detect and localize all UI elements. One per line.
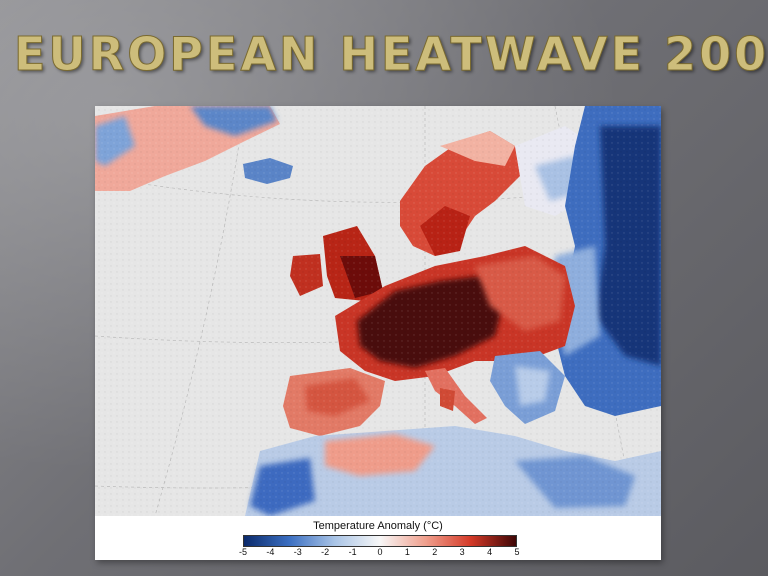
scale-tick-label: 5 [514,547,520,557]
slide-title: EUROPEAN HEATWAVE 2003 [14,27,768,82]
scale-tick-label: 4 [487,547,493,557]
map-image [95,106,661,516]
color-scale-bar [243,535,517,547]
color-scale-ticks: -5 -4 -3 -2 -1 0 1 2 3 4 5 [239,547,520,559]
scale-tick-label: -3 [293,547,302,557]
scale-tick-label: -4 [266,547,275,557]
scale-tick-label: 3 [459,547,465,557]
texture-overlay [95,106,661,516]
scale-tick-label: 0 [377,547,383,557]
legend: Temperature Anomaly (°C) -5 -4 -3 -2 -1 0 1 2 3 4… [95,516,661,560]
scale-tick-label: 1 [404,547,410,557]
scale-tick-label: -5 [238,547,247,557]
scale-tick-label: 2 [432,547,438,557]
temperature-anomaly-map: Temperature Anomaly (°C) -5 -4 -3 -2 -1 0 1 2 3 4… [95,106,661,560]
scale-tick-label: -1 [348,547,357,557]
legend-title: Temperature Anomaly (°C) [313,520,443,532]
scale-tick-label: -2 [321,547,330,557]
